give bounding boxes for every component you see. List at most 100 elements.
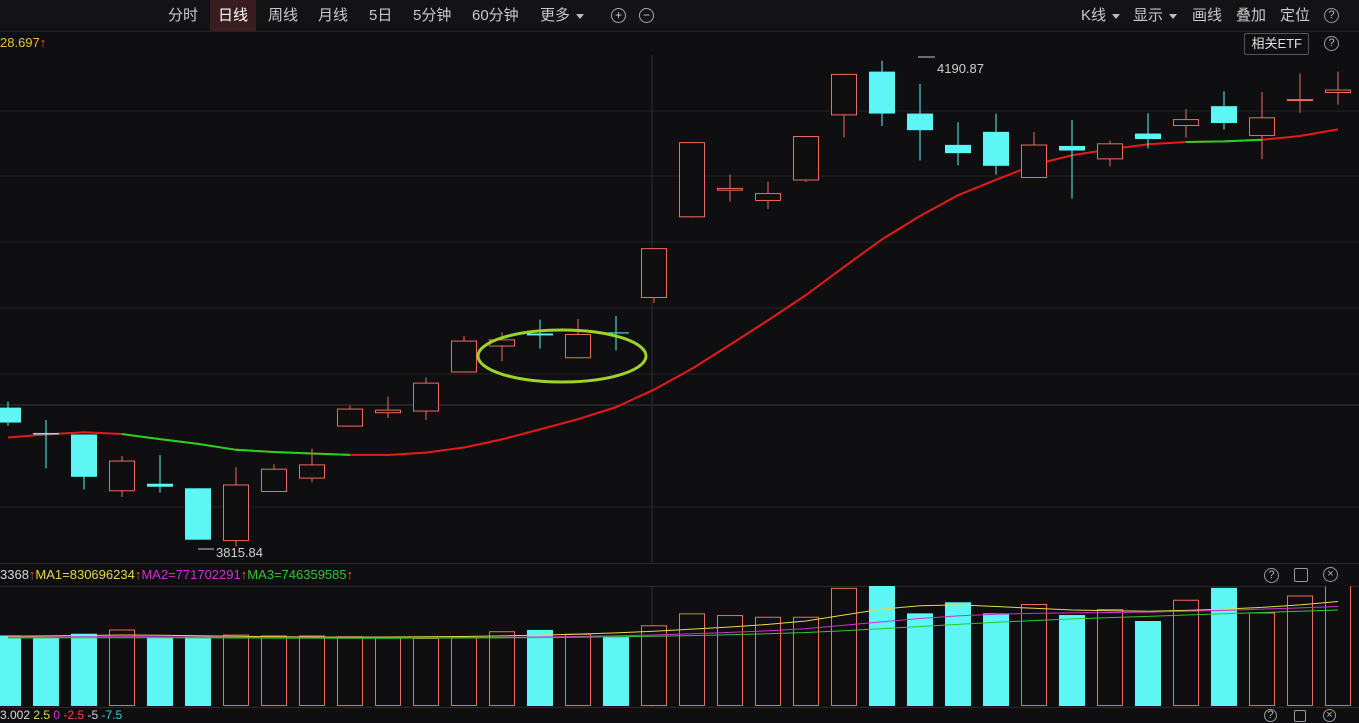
volume-bar	[679, 613, 705, 707]
candle[interactable]	[983, 113, 1009, 175]
candle[interactable]	[907, 83, 933, 161]
volume-value: 3368	[0, 567, 29, 582]
zoom-in-button[interactable]: +	[611, 8, 626, 23]
volume-bar	[71, 633, 97, 706]
volume-bar	[945, 602, 971, 706]
candle[interactable]	[1059, 119, 1085, 199]
related-etf-button[interactable]: 相关ETF	[1244, 33, 1309, 55]
candle[interactable]	[755, 181, 781, 209]
candle[interactable]	[945, 122, 971, 166]
candle[interactable]	[223, 467, 249, 547]
close-icon[interactable]: ×	[1323, 709, 1336, 722]
candle[interactable]	[1021, 131, 1047, 178]
tab-weekly[interactable]: 周线	[268, 7, 299, 24]
help-icon[interactable]: ?	[1324, 36, 1339, 51]
candlestick-chart[interactable]: 4190.87 3815.84	[0, 55, 1359, 563]
high-price-label: 4190.87	[937, 61, 984, 76]
tab-5day[interactable]: 5日	[369, 7, 393, 24]
candle[interactable]	[793, 136, 819, 183]
candle[interactable]	[185, 488, 211, 540]
volume-bar	[869, 586, 895, 706]
candle[interactable]	[1287, 73, 1313, 113]
volume-bar	[565, 633, 591, 706]
candle[interactable]	[33, 420, 59, 469]
volume-bar	[147, 637, 173, 706]
candle[interactable]	[641, 248, 667, 303]
indicator-level-2: 0	[53, 708, 61, 722]
zoom-out-button[interactable]: −	[639, 8, 654, 23]
volume-bar	[299, 635, 325, 707]
candle[interactable]	[451, 336, 477, 373]
volume-bar	[983, 613, 1009, 706]
candle-body	[1135, 133, 1161, 140]
price-info-row: 28.697↑	[0, 32, 1359, 54]
candle-body	[793, 136, 819, 181]
volume-bar	[375, 636, 401, 706]
volume-ma2-line	[7, 606, 1339, 639]
volume-bar	[1059, 615, 1085, 706]
candle[interactable]	[679, 142, 705, 218]
candle[interactable]	[1325, 71, 1351, 105]
candle[interactable]	[1173, 109, 1199, 138]
candle[interactable]	[299, 448, 325, 483]
volume-chart[interactable]	[0, 586, 1359, 707]
kline-menu[interactable]: K线	[1081, 0, 1121, 31]
volume-bar	[337, 636, 363, 706]
tab-5min[interactable]: 5分钟	[413, 7, 452, 24]
vol-ma2: MA2=771702291	[141, 567, 241, 582]
tab-intraday[interactable]: 分时	[168, 7, 199, 24]
tab-monthly[interactable]: 月线	[318, 7, 349, 24]
indicator-level-4: -5	[87, 708, 99, 722]
close-icon[interactable]: ×	[1323, 567, 1338, 582]
candle[interactable]	[1135, 113, 1161, 149]
tab-60min[interactable]: 60分钟	[472, 7, 519, 24]
candle[interactable]	[717, 174, 743, 202]
volume-ma3-line	[7, 609, 1339, 639]
candle-body	[185, 488, 211, 540]
ma-value: 28.697	[0, 35, 40, 50]
locate-button[interactable]: 定位	[1280, 7, 1311, 24]
candle[interactable]	[869, 60, 895, 127]
volume-bar	[1021, 604, 1047, 706]
candle[interactable]	[603, 315, 629, 351]
candle-body	[33, 432, 59, 435]
tab-daily[interactable]: 日线	[210, 0, 257, 31]
overlay-button[interactable]: 叠加	[1236, 7, 1267, 24]
tab-more[interactable]: 更多	[532, 0, 592, 31]
candle[interactable]	[0, 401, 21, 426]
volume-bar	[489, 631, 515, 707]
draw-line-button[interactable]: 画线	[1192, 7, 1223, 24]
kline-label: K线	[1081, 7, 1107, 24]
settings-icon[interactable]	[1294, 710, 1306, 722]
help-icon[interactable]: ?	[1264, 709, 1277, 722]
help-icon[interactable]: ?	[1324, 8, 1339, 23]
candle[interactable]	[1211, 91, 1237, 130]
candle-body	[1249, 117, 1275, 137]
candle[interactable]	[413, 377, 439, 421]
volume-bar	[413, 638, 439, 706]
candle-body	[717, 187, 743, 191]
candle[interactable]	[261, 464, 287, 492]
candle-body	[565, 333, 591, 359]
ma-line-green-segment	[121, 433, 351, 456]
candle[interactable]	[565, 318, 591, 359]
candle[interactable]	[831, 73, 857, 138]
candle[interactable]	[375, 396, 401, 419]
settings-icon[interactable]	[1294, 568, 1308, 582]
candle-body	[71, 434, 97, 477]
indicator-level-5: -7.5	[101, 708, 123, 722]
period-toolbar: 分时 日线 周线 月线 5日 5分钟 60分钟 更多 + − K线 显示 画线 …	[0, 0, 1359, 32]
display-menu[interactable]: 显示	[1133, 0, 1178, 31]
help-icon[interactable]: ?	[1264, 568, 1279, 583]
candle[interactable]	[71, 434, 97, 490]
candle[interactable]	[527, 319, 553, 349]
candle[interactable]	[337, 405, 363, 427]
candle[interactable]	[147, 454, 173, 493]
candle-body	[1173, 119, 1199, 127]
candle[interactable]	[1097, 140, 1123, 167]
ma-line	[7, 128, 1339, 456]
candle-body	[603, 332, 629, 334]
candle[interactable]	[1249, 92, 1275, 160]
candle[interactable]	[109, 456, 135, 498]
display-label: 显示	[1133, 7, 1164, 24]
